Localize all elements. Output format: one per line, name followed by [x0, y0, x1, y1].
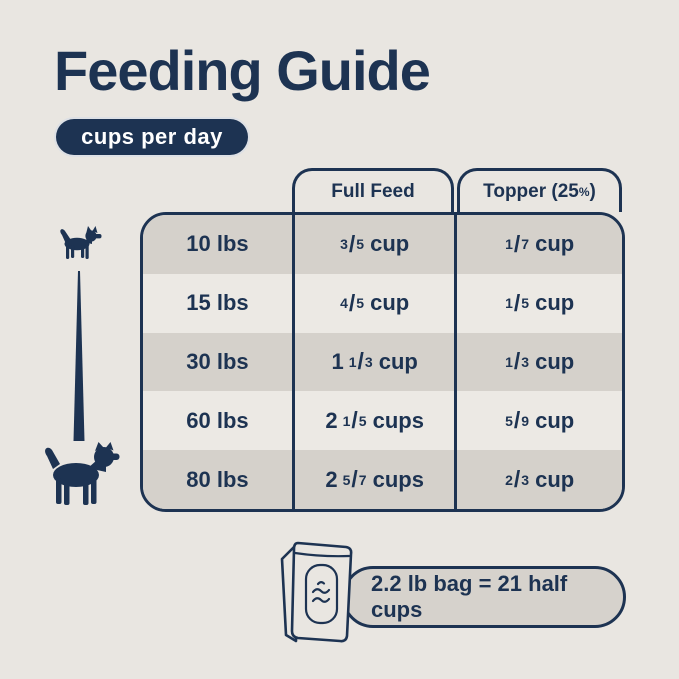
- topper-cell: 1/5 cup: [454, 273, 622, 333]
- size-scale-wedge: [73, 271, 85, 441]
- bag-yield-pill: 2.2 lb bag = 21 half cups: [342, 566, 626, 628]
- large-dog-icon: [45, 442, 120, 505]
- topper-cell: 2/3 cup: [454, 450, 622, 509]
- topper-percent-sup: %: [578, 184, 590, 199]
- table-row: 80 lbs 2 5/7 cups 2/3 cup: [143, 450, 622, 509]
- full-feed-cell: 3/5 cup: [291, 215, 454, 274]
- weight-cell: 15 lbs: [186, 290, 249, 316]
- full-feed-cell: 4/5 cup: [291, 273, 454, 333]
- topper-cell: 1/3 cup: [454, 332, 622, 392]
- bag-yield-text: 2.2 lb bag = 21 half cups: [371, 571, 568, 622]
- cups-per-day-badge: cups per day: [54, 117, 250, 157]
- column-header-topper: Topper (25%): [457, 168, 622, 212]
- table-row: 30 lbs 1 1/3 cup 1/3 cup: [143, 332, 622, 392]
- topper-cell: 1/7 cup: [454, 215, 622, 274]
- small-dog-icon: [60, 226, 102, 259]
- full-feed-cell: 2 5/7 cups: [291, 450, 454, 509]
- full-feed-cell: 1 1/3 cup: [291, 332, 454, 392]
- weight-cell: 30 lbs: [186, 348, 249, 374]
- food-bag-icon: [280, 541, 353, 643]
- topper-cell: 5/9 cup: [454, 391, 622, 451]
- table-row: 10 lbs 3/5 cup 1/7 cup: [143, 215, 622, 274]
- feeding-table: 10 lbs 3/5 cup 1/7 cup 15 lbs 4/5 cup 1/5 cup 30 l…: [140, 212, 625, 512]
- full-feed-label: Full Feed: [331, 180, 415, 202]
- weight-cell: 10 lbs: [186, 231, 249, 257]
- column-header-full-feed: Full Feed: [292, 168, 454, 212]
- table-row: 15 lbs 4/5 cup 1/5 cup: [143, 273, 622, 333]
- topper-label-post: ): [589, 180, 596, 202]
- badge-label: cups per day: [81, 124, 223, 149]
- topper-label-pre: Topper (25: [483, 180, 579, 202]
- full-feed-cell: 2 1/5 cups: [291, 391, 454, 451]
- weight-cell: 80 lbs: [186, 466, 249, 492]
- page-title: Feeding Guide: [54, 39, 431, 102]
- weight-cell: 60 lbs: [186, 407, 249, 433]
- table-row: 60 lbs 2 1/5 cups 5/9 cup: [143, 391, 622, 451]
